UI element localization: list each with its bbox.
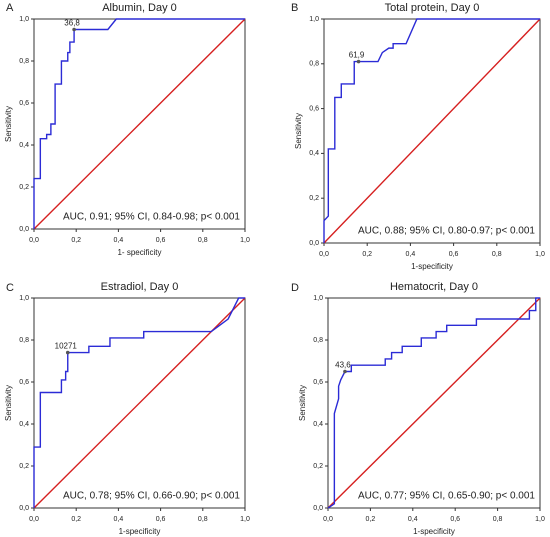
x-tick-label: 0,8 bbox=[492, 251, 502, 258]
plot-frame bbox=[33, 297, 246, 509]
x-tick-label: 0,8 bbox=[198, 237, 208, 244]
cutoff-label: 61,9 bbox=[349, 51, 365, 60]
y-tick-label: 1,0 bbox=[19, 16, 29, 23]
y-tick-label: 0,6 bbox=[309, 105, 319, 112]
x-tick-label: 1,0 bbox=[240, 237, 250, 244]
y-tick-label: 0,0 bbox=[309, 240, 319, 247]
chart-title: Total protein, Day 0 bbox=[385, 2, 480, 14]
y-axis-label: Sensitivity bbox=[294, 113, 303, 149]
y-tick-label: 0,8 bbox=[313, 337, 323, 344]
y-tick-label: 1,0 bbox=[309, 16, 319, 23]
y-axis-label: Sensitivity bbox=[298, 385, 307, 421]
panel-letter: B bbox=[291, 2, 298, 14]
roc-line bbox=[33, 297, 245, 508]
x-tick-label: 0,4 bbox=[114, 237, 124, 244]
y-tick-label: 0,6 bbox=[313, 379, 323, 386]
cutoff-label: 10271 bbox=[55, 342, 78, 351]
y-tick-label: 0,4 bbox=[309, 150, 319, 157]
cutoff-label: 36,8 bbox=[64, 19, 80, 28]
x-axis-label: 1-specificity bbox=[411, 262, 453, 271]
x-tick-label: 0,2 bbox=[362, 251, 372, 258]
annotation: AUC, 0.88; 95% CI, 0.80-0.97; p< 0.001 bbox=[358, 226, 535, 237]
roc-line bbox=[323, 18, 540, 243]
x-tick-label: 0,8 bbox=[493, 516, 503, 523]
roc-line bbox=[323, 18, 541, 244]
roc-line bbox=[33, 297, 246, 509]
x-tick-label: 0,0 bbox=[29, 516, 39, 523]
chart-title: Albumin, Day 0 bbox=[102, 2, 177, 14]
annotation: AUC, 0.77; 95% CI, 0.65-0.90; p< 0.001 bbox=[358, 491, 535, 502]
y-tick-label: 0,8 bbox=[19, 58, 29, 65]
x-axis-label: 1-specificity bbox=[119, 527, 161, 536]
panel-letter: A bbox=[6, 2, 14, 14]
chart-title: Estradiol, Day 0 bbox=[101, 281, 179, 293]
x-tick-label: 0,4 bbox=[406, 251, 416, 258]
y-tick-label: 0,4 bbox=[313, 421, 323, 428]
x-tick-label: 0,6 bbox=[450, 516, 460, 523]
y-tick-label: 0,2 bbox=[309, 195, 319, 202]
chart-title: Hematocrit, Day 0 bbox=[390, 281, 478, 293]
roc-line bbox=[327, 297, 541, 509]
y-tick-label: 0,4 bbox=[19, 421, 29, 428]
y-tick-label: 1,0 bbox=[19, 295, 29, 302]
roc-line bbox=[33, 18, 246, 230]
y-tick-label: 0,8 bbox=[19, 337, 29, 344]
x-tick-label: 1,0 bbox=[240, 516, 250, 523]
y-axis-label: Sensitivity bbox=[4, 106, 13, 142]
y-tick-label: 0,2 bbox=[313, 463, 323, 470]
panel-letter: C bbox=[6, 282, 14, 294]
x-tick-label: 1,0 bbox=[535, 516, 545, 523]
x-tick-label: 0,0 bbox=[29, 237, 39, 244]
cutoff-point bbox=[343, 369, 347, 374]
roc-line bbox=[327, 297, 540, 509]
cutoff-point bbox=[72, 27, 76, 32]
y-tick-label: 0,4 bbox=[19, 142, 29, 149]
y-tick-label: 0,0 bbox=[19, 505, 29, 512]
x-tick-label: 0,4 bbox=[114, 516, 124, 523]
y-tick-label: 0,6 bbox=[19, 379, 29, 386]
x-axis-label: 1- specificity bbox=[117, 248, 161, 257]
roc-line bbox=[33, 18, 245, 229]
x-tick-label: 0,4 bbox=[408, 516, 418, 523]
x-tick-label: 1,0 bbox=[535, 251, 545, 258]
y-tick-label: 1,0 bbox=[313, 295, 323, 302]
annotation: AUC, 0.91; 95% CI, 0.84-0.98; p< 0.001 bbox=[63, 212, 240, 223]
cutoff-label: 43,6 bbox=[335, 361, 351, 370]
annotation: AUC, 0.78; 95% CI, 0.66-0.90; p< 0.001 bbox=[63, 491, 240, 502]
y-tick-label: 0,2 bbox=[19, 463, 29, 470]
cutoff-point bbox=[65, 350, 70, 355]
panel-letter: D bbox=[291, 282, 299, 294]
x-axis-label: 1-specificity bbox=[413, 527, 455, 536]
cutoff-point bbox=[356, 59, 361, 64]
x-tick-label: 0,8 bbox=[198, 516, 208, 523]
plot-frame bbox=[327, 297, 541, 509]
y-tick-label: 0,0 bbox=[19, 226, 29, 233]
x-tick-label: 0,2 bbox=[366, 516, 376, 523]
y-tick-label: 0,6 bbox=[19, 100, 29, 107]
x-tick-label: 0,2 bbox=[71, 516, 81, 523]
x-tick-label: 0,2 bbox=[71, 237, 81, 244]
x-tick-label: 0,6 bbox=[449, 251, 459, 258]
x-tick-label: 0,6 bbox=[156, 516, 166, 523]
x-tick-label: 0,6 bbox=[156, 237, 166, 244]
y-tick-label: 0,8 bbox=[309, 61, 319, 68]
y-tick-label: 0,0 bbox=[313, 505, 323, 512]
x-tick-label: 0,0 bbox=[323, 516, 333, 523]
y-axis-label: Sensitivity bbox=[4, 385, 13, 421]
x-tick-label: 0,0 bbox=[319, 251, 329, 258]
y-tick-label: 0,2 bbox=[19, 184, 29, 191]
